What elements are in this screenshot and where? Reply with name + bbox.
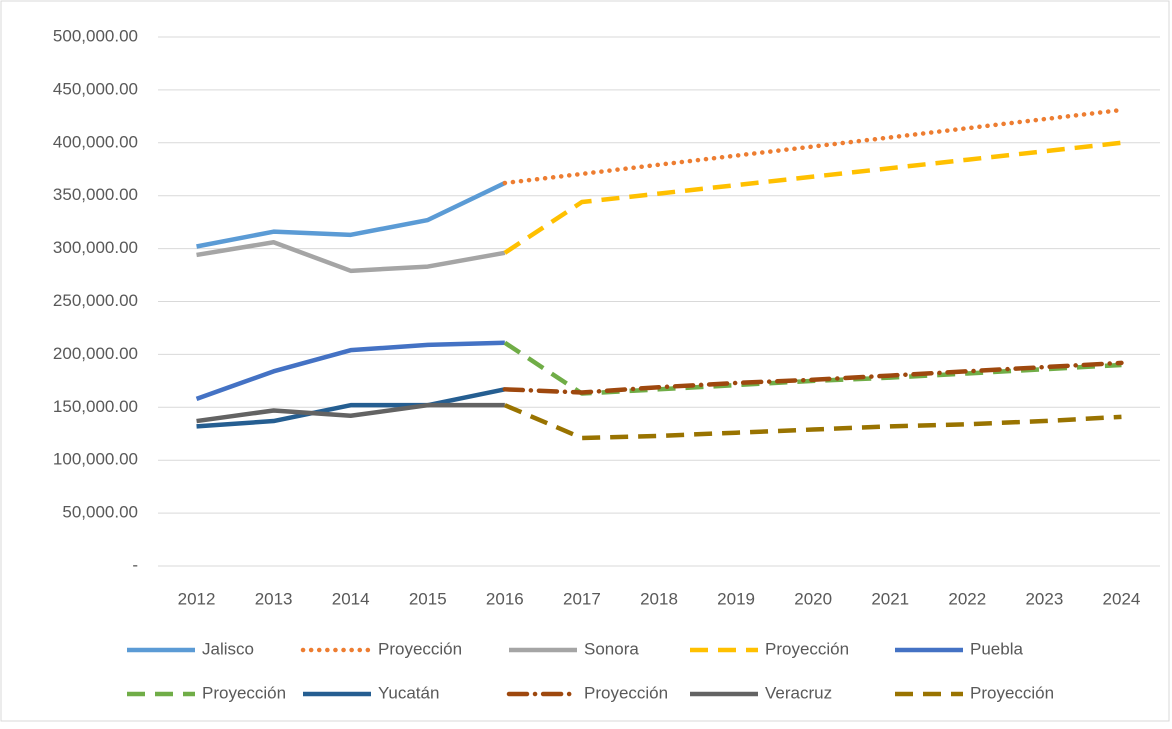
series-line bbox=[502, 107, 1124, 186]
legend-label: Proyección bbox=[202, 683, 286, 702]
y-tick-label: - bbox=[132, 555, 138, 574]
y-tick-label: 50,000.00 bbox=[62, 503, 138, 522]
x-tick-label: 2023 bbox=[1025, 589, 1063, 608]
series-line bbox=[196, 402, 505, 424]
x-tick-label: 2016 bbox=[486, 589, 524, 608]
y-tick-label: 100,000.00 bbox=[53, 450, 138, 469]
series-line bbox=[196, 180, 506, 249]
x-tick-label: 2014 bbox=[332, 589, 370, 608]
series-line bbox=[502, 360, 1124, 395]
x-tick-label: 2021 bbox=[871, 589, 909, 608]
y-tick-label: 350,000.00 bbox=[53, 185, 138, 204]
y-tick-label: 300,000.00 bbox=[53, 238, 138, 257]
y-tick-label: 200,000.00 bbox=[53, 344, 138, 363]
y-tick-label: 450,000.00 bbox=[53, 79, 138, 98]
series-line bbox=[196, 387, 506, 429]
x-tick-label: 2019 bbox=[717, 589, 755, 608]
series-line bbox=[195, 340, 505, 401]
legend-label: Proyección bbox=[584, 683, 668, 702]
legend-label: Sonora bbox=[584, 639, 639, 658]
y-tick-label: 150,000.00 bbox=[53, 397, 138, 416]
legend-label: Proyección bbox=[970, 683, 1054, 702]
legend-label: Puebla bbox=[970, 639, 1023, 658]
x-tick-label: 2020 bbox=[794, 589, 832, 608]
series-line bbox=[503, 140, 1122, 255]
legend-label: Proyección bbox=[765, 639, 849, 658]
series-line bbox=[196, 240, 506, 274]
legend-label: Veracruz bbox=[765, 683, 832, 702]
legend-label: Yucatán bbox=[378, 683, 439, 702]
x-tick-label: 2022 bbox=[948, 589, 986, 608]
series-line bbox=[503, 403, 1122, 441]
x-tick-label: 2013 bbox=[255, 589, 293, 608]
x-tick-label: 2018 bbox=[640, 589, 678, 608]
y-tick-label: 500,000.00 bbox=[53, 26, 138, 45]
legend-label: Jalisco bbox=[202, 639, 254, 658]
x-tick-label: 2017 bbox=[563, 589, 601, 608]
y-tick-label: 250,000.00 bbox=[53, 291, 138, 310]
y-tick-label: 400,000.00 bbox=[53, 132, 138, 151]
legend-label: Proyección bbox=[378, 639, 462, 658]
x-tick-label: 2024 bbox=[1103, 589, 1141, 608]
x-tick-label: 2015 bbox=[409, 589, 447, 608]
x-tick-label: 2012 bbox=[178, 589, 216, 608]
